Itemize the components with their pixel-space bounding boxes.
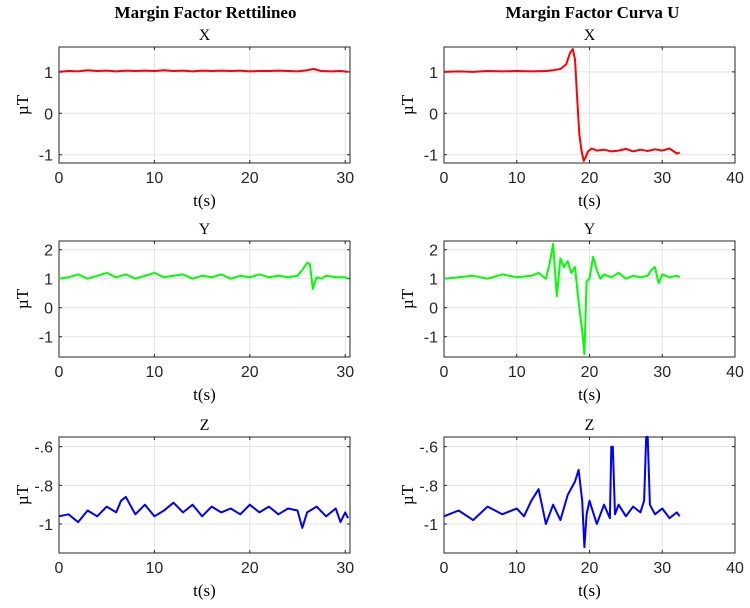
z-curva-x-tick-label: 40 — [726, 560, 744, 577]
z-curva-x-tick-label: 30 — [653, 560, 671, 577]
y-rettilineo-x-axis-label: t(s) — [193, 385, 216, 404]
y-rettilineo-y-tick-label: -1 — [39, 330, 53, 347]
z-curva-y-tick-label: -.8 — [419, 478, 438, 495]
x-curva-y-axis-label: µT — [398, 94, 417, 115]
y-rettilineo-y-tick-label: 2 — [44, 243, 53, 260]
left-column-title: Margin Factor Rettilineo — [114, 3, 297, 22]
y-curva-x-axis-label: t(s) — [578, 385, 601, 404]
z-rettilineo-axes-box — [58, 436, 351, 554]
x-rettilineo-y-tick-label: 1 — [44, 65, 53, 82]
z-curva-x-axis-label: t(s) — [578, 581, 601, 600]
right-column-title: Margin Factor Curva U — [505, 3, 680, 22]
x-rettilineo-y-tick-label: -1 — [39, 148, 53, 165]
z-rettilineo-y-tick-label: -.6 — [34, 440, 53, 457]
y-curva-y-tick-label: 2 — [429, 243, 438, 260]
y-curva-x-tick-label: 0 — [440, 364, 449, 381]
y-rettilineo-series-line — [58, 261, 349, 290]
z-curva-title: Z — [585, 417, 595, 434]
y-curva-x-tick-label: 40 — [726, 364, 744, 381]
x-rettilineo-x-tick-label: 0 — [55, 170, 64, 187]
z-rettilineo-title: Z — [200, 417, 210, 434]
y-curva-x-tick-label: 10 — [508, 364, 526, 381]
z-curva-x-tick-label: 0 — [440, 560, 449, 577]
z-curva-x-tick-label: 10 — [508, 560, 526, 577]
z-curva-y-tick-label: -.6 — [419, 440, 438, 457]
z-rettilineo-y-tick-label: -.8 — [34, 478, 53, 495]
x-curva-series-line — [443, 48, 680, 162]
z-curva-y-axis-label: µT — [398, 484, 417, 505]
z-rettilineo-plot: 0 10 20 30 -1 -.8 -.6 Zt(s) µT — [13, 417, 354, 600]
y-curva-series-line — [443, 242, 681, 356]
z-rettilineo-x-tick-label: 20 — [241, 560, 259, 577]
y-rettilineo-x-tick-label: 10 — [146, 364, 164, 381]
z-curva-y-tick-label: -1 — [424, 517, 438, 534]
x-rettilineo-x-tick-label: 20 — [241, 170, 259, 187]
z-rettilineo-y-axis-label: µT — [13, 484, 32, 505]
x-rettilineo-x-tick-label: 30 — [336, 170, 354, 187]
x-rettilineo-x-tick-label: 10 — [146, 170, 164, 187]
z-rettilineo-x-tick-label: 0 — [55, 560, 64, 577]
y-rettilineo-y-axis-label: µT — [13, 288, 32, 309]
z-rettilineo-x-tick-label: 10 — [146, 560, 164, 577]
y-rettilineo-axes-box — [58, 240, 351, 358]
y-curva-y-tick-label: -1 — [424, 330, 438, 347]
y-curva-title: Y — [584, 221, 596, 238]
y-rettilineo-title: Y — [199, 221, 211, 238]
x-curva-x-tick-label: 30 — [653, 170, 671, 187]
y-rettilineo-y-tick-label: 1 — [44, 272, 53, 289]
y-curva-y-tick-label: 1 — [429, 272, 438, 289]
z-rettilineo-x-axis-label: t(s) — [193, 581, 216, 600]
x-rettilineo-y-axis-label: µT — [13, 94, 32, 115]
y-rettilineo-y-tick-label: 0 — [44, 301, 53, 318]
y-rettilineo-x-tick-label: 0 — [55, 364, 64, 381]
x-rettilineo-x-axis-label: t(s) — [193, 191, 216, 210]
z-rettilineo-series-line — [58, 495, 349, 529]
x-curva-x-tick-label: 0 — [440, 170, 449, 187]
x-curva-y-tick-label: -1 — [424, 148, 438, 165]
x-curva-y-tick-label: 1 — [429, 65, 438, 82]
y-curva-x-tick-label: 30 — [653, 364, 671, 381]
z-curva-series-line — [443, 436, 681, 549]
x-curva-y-tick-label: 0 — [429, 106, 438, 123]
y-curva-y-axis-label: µT — [398, 288, 417, 309]
x-curva-x-tick-label: 40 — [726, 170, 744, 187]
y-curva-x-tick-label: 20 — [581, 364, 599, 381]
x-curva-x-axis-label: t(s) — [578, 191, 601, 210]
y-rettilineo-x-tick-label: 30 — [336, 364, 354, 381]
x-curva-x-tick-label: 20 — [581, 170, 599, 187]
x-curva-x-tick-label: 10 — [508, 170, 526, 187]
z-rettilineo-y-tick-label: -1 — [39, 517, 53, 534]
y-rettilineo-x-tick-label: 20 — [241, 364, 259, 381]
x-rettilineo-y-tick-label: 0 — [44, 106, 53, 123]
x-curva-title: X — [584, 27, 596, 44]
z-curva-plot: 0 10 20 30 40 -1 -.8 -.6 Zt(s) µT — [398, 417, 744, 600]
x-rettilineo-axes-box — [58, 46, 351, 164]
z-curva-x-tick-label: 20 — [581, 560, 599, 577]
z-rettilineo-x-tick-label: 30 — [336, 560, 354, 577]
x-rettilineo-series-line — [58, 68, 349, 73]
x-rettilineo-title: X — [199, 27, 211, 44]
y-curva-y-tick-label: 0 — [429, 301, 438, 318]
